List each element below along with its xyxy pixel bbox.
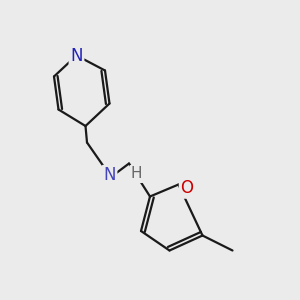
Text: N: N — [103, 167, 116, 184]
Text: H: H — [131, 167, 142, 182]
Text: O: O — [180, 179, 194, 197]
Text: N: N — [70, 46, 83, 64]
